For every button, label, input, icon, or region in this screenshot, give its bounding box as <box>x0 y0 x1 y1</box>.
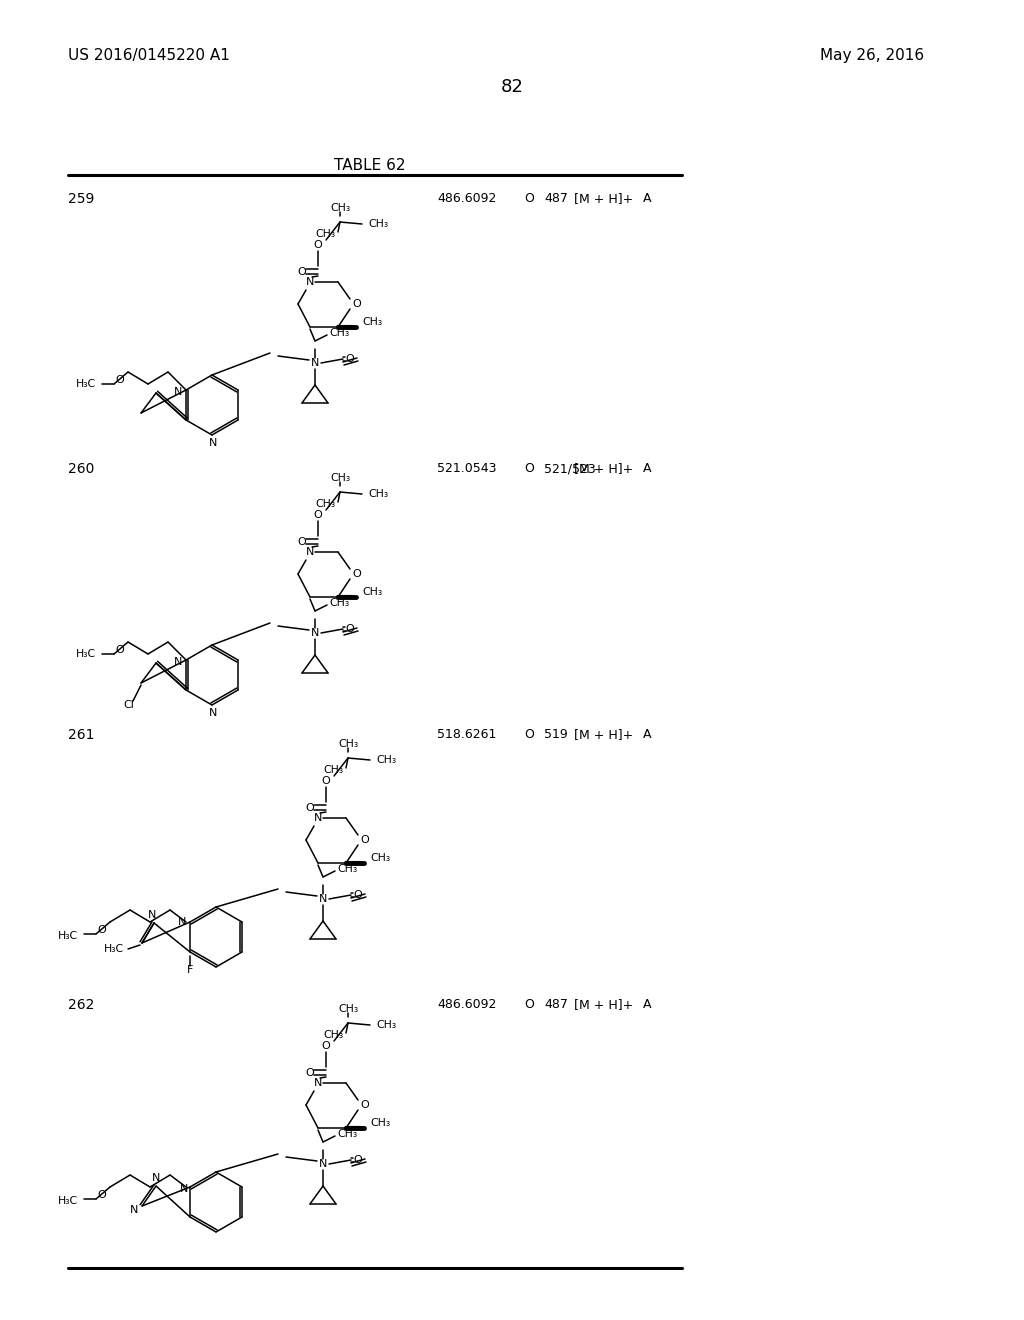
Text: CH₃: CH₃ <box>337 1129 357 1139</box>
Text: N: N <box>209 438 217 447</box>
Text: CH₃: CH₃ <box>370 1118 390 1129</box>
Text: CH₃: CH₃ <box>330 473 350 483</box>
Text: CH₃: CH₃ <box>315 228 336 239</box>
Text: 82: 82 <box>501 78 523 96</box>
Text: 260: 260 <box>68 462 94 477</box>
Text: N: N <box>313 813 323 822</box>
Text: O: O <box>116 375 124 385</box>
Text: O: O <box>298 537 306 546</box>
Text: [M + H]+: [M + H]+ <box>574 462 633 475</box>
Text: N: N <box>306 277 314 286</box>
Text: CH₃: CH₃ <box>337 865 357 874</box>
Text: CH₃: CH₃ <box>376 755 396 766</box>
Text: H₃C: H₃C <box>58 931 78 941</box>
Text: H₃C: H₃C <box>103 944 124 954</box>
Text: 521/523: 521/523 <box>544 462 596 475</box>
Text: N: N <box>147 909 157 920</box>
Text: N: N <box>311 628 319 638</box>
Text: O: O <box>305 803 314 813</box>
Text: 519: 519 <box>544 729 567 741</box>
Text: N: N <box>318 1159 328 1170</box>
Text: 486.6092: 486.6092 <box>437 191 497 205</box>
Text: CH₃: CH₃ <box>330 203 350 213</box>
Text: 487: 487 <box>544 191 568 205</box>
Text: 486.6092: 486.6092 <box>437 998 497 1011</box>
Text: O: O <box>346 354 354 364</box>
Text: O: O <box>524 462 534 475</box>
Text: O: O <box>305 1068 314 1078</box>
Text: A: A <box>643 729 651 741</box>
Text: N: N <box>313 1078 323 1088</box>
Text: O: O <box>97 1191 106 1200</box>
Text: O: O <box>524 998 534 1011</box>
Text: A: A <box>643 998 651 1011</box>
Text: O: O <box>322 1041 331 1051</box>
Text: CH₃: CH₃ <box>324 766 344 775</box>
Text: N: N <box>180 1184 188 1195</box>
Text: O: O <box>322 776 331 785</box>
Text: N: N <box>178 917 186 927</box>
Text: O: O <box>313 240 323 249</box>
Text: 262: 262 <box>68 998 94 1012</box>
Text: A: A <box>643 191 651 205</box>
Text: CH₃: CH₃ <box>362 317 382 327</box>
Text: 261: 261 <box>68 729 94 742</box>
Text: CH₃: CH₃ <box>329 598 349 609</box>
Text: CH₃: CH₃ <box>338 739 358 748</box>
Text: CH₃: CH₃ <box>324 1030 344 1040</box>
Text: O: O <box>298 267 306 277</box>
Text: N: N <box>306 546 314 557</box>
Text: F: F <box>186 965 194 975</box>
Text: O: O <box>313 510 323 520</box>
Text: N: N <box>152 1173 160 1183</box>
Text: N: N <box>130 1205 138 1214</box>
Text: [M + H]+: [M + H]+ <box>574 191 633 205</box>
Text: H₃C: H₃C <box>58 1196 78 1206</box>
Text: CH₃: CH₃ <box>368 219 388 228</box>
Text: N: N <box>209 708 217 718</box>
Text: O: O <box>97 925 106 935</box>
Text: O: O <box>524 191 534 205</box>
Text: O: O <box>116 645 124 655</box>
Text: Cl: Cl <box>124 700 134 710</box>
Text: 521.0543: 521.0543 <box>437 462 497 475</box>
Text: O: O <box>360 1100 370 1110</box>
Text: May 26, 2016: May 26, 2016 <box>820 48 924 63</box>
Text: 487: 487 <box>544 998 568 1011</box>
Text: O: O <box>353 890 362 900</box>
Text: O: O <box>353 1155 362 1166</box>
Text: A: A <box>643 462 651 475</box>
Text: N: N <box>311 358 319 368</box>
Text: N: N <box>174 657 182 667</box>
Text: O: O <box>360 836 370 845</box>
Text: TABLE 62: TABLE 62 <box>334 158 406 173</box>
Text: CH₃: CH₃ <box>368 488 388 499</box>
Text: O: O <box>352 300 361 309</box>
Text: O: O <box>346 624 354 634</box>
Text: CH₃: CH₃ <box>338 1005 358 1014</box>
Text: N: N <box>174 387 182 397</box>
Text: O: O <box>352 569 361 579</box>
Text: CH₃: CH₃ <box>370 853 390 863</box>
Text: CH₃: CH₃ <box>376 1020 396 1030</box>
Text: [M + H]+: [M + H]+ <box>574 998 633 1011</box>
Text: CH₃: CH₃ <box>329 327 349 338</box>
Text: [M + H]+: [M + H]+ <box>574 729 633 741</box>
Text: CH₃: CH₃ <box>362 587 382 597</box>
Text: 259: 259 <box>68 191 94 206</box>
Text: H₃C: H₃C <box>76 649 96 659</box>
Text: 518.6261: 518.6261 <box>437 729 497 741</box>
Text: H₃C: H₃C <box>76 379 96 389</box>
Text: US 2016/0145220 A1: US 2016/0145220 A1 <box>68 48 229 63</box>
Text: O: O <box>524 729 534 741</box>
Text: N: N <box>318 894 328 904</box>
Text: CH₃: CH₃ <box>315 499 336 510</box>
